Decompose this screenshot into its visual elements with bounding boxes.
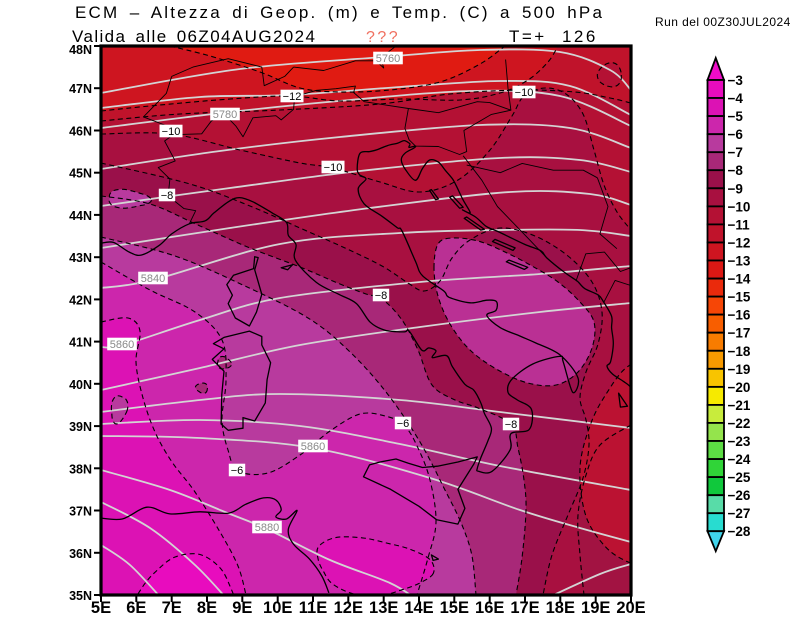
svg-text:−10: −10 bbox=[324, 162, 343, 174]
svg-text:5840: 5840 bbox=[141, 273, 165, 285]
svg-text:43N: 43N bbox=[69, 251, 92, 265]
svg-text:−20: −20 bbox=[728, 380, 751, 395]
svg-text:11E: 11E bbox=[299, 599, 327, 617]
svg-text:10E: 10E bbox=[263, 599, 292, 617]
svg-text:−10: −10 bbox=[162, 126, 181, 138]
svg-text:−13: −13 bbox=[728, 254, 751, 269]
svg-text:8E: 8E bbox=[197, 599, 217, 617]
svg-text:40N: 40N bbox=[69, 378, 92, 392]
svg-text:5880: 5880 bbox=[255, 522, 279, 534]
svg-text:5860: 5860 bbox=[301, 441, 325, 453]
svg-text:−8: −8 bbox=[728, 163, 744, 178]
svg-text:−9: −9 bbox=[728, 181, 743, 196]
svg-text:15E: 15E bbox=[440, 599, 469, 617]
svg-text:20E: 20E bbox=[616, 599, 645, 617]
svg-text:T=+ 126: T=+ 126 bbox=[509, 27, 598, 46]
svg-text:5E: 5E bbox=[91, 599, 111, 617]
svg-text:6E: 6E bbox=[126, 599, 146, 617]
svg-text:???: ??? bbox=[366, 29, 400, 46]
svg-text:−23: −23 bbox=[728, 434, 751, 449]
svg-text:−28: −28 bbox=[728, 524, 751, 539]
svg-text:−6: −6 bbox=[397, 418, 410, 430]
svg-text:−11: −11 bbox=[728, 217, 751, 232]
svg-text:−12: −12 bbox=[728, 236, 751, 251]
svg-text:38N: 38N bbox=[69, 462, 92, 476]
svg-text:48N: 48N bbox=[69, 43, 92, 57]
svg-text:45N: 45N bbox=[69, 167, 92, 181]
svg-text:−22: −22 bbox=[728, 416, 751, 431]
svg-text:−25: −25 bbox=[728, 470, 751, 485]
svg-text:−7: −7 bbox=[728, 145, 743, 160]
svg-text:−24: −24 bbox=[728, 452, 751, 467]
svg-text:42N: 42N bbox=[69, 293, 92, 307]
svg-text:36N: 36N bbox=[69, 547, 92, 561]
svg-text:−14: −14 bbox=[728, 272, 751, 287]
svg-text:−16: −16 bbox=[728, 308, 751, 323]
svg-text:−6: −6 bbox=[231, 465, 244, 477]
svg-text:−10: −10 bbox=[515, 87, 534, 99]
svg-text:−3: −3 bbox=[728, 73, 744, 88]
svg-text:−10: −10 bbox=[728, 199, 751, 214]
svg-text:5760: 5760 bbox=[376, 53, 400, 65]
svg-text:12E: 12E bbox=[334, 599, 363, 617]
svg-text:41N: 41N bbox=[69, 336, 92, 350]
svg-text:13E: 13E bbox=[369, 599, 398, 617]
svg-text:−26: −26 bbox=[728, 488, 751, 503]
svg-text:5780: 5780 bbox=[213, 109, 237, 121]
svg-text:9E: 9E bbox=[232, 599, 252, 617]
svg-text:−18: −18 bbox=[728, 344, 751, 359]
svg-text:−17: −17 bbox=[728, 326, 751, 341]
svg-text:−19: −19 bbox=[728, 362, 751, 377]
svg-text:19E: 19E bbox=[581, 599, 610, 617]
svg-text:47N: 47N bbox=[69, 82, 92, 96]
svg-text:−21: −21 bbox=[728, 398, 751, 413]
svg-text:−8: −8 bbox=[505, 419, 518, 431]
svg-text:ECM – Altezza di Geop. (m) e T: ECM – Altezza di Geop. (m) e Temp. (C) a… bbox=[75, 3, 604, 22]
svg-text:46N: 46N bbox=[69, 125, 92, 139]
svg-text:37N: 37N bbox=[69, 505, 92, 519]
svg-text:39N: 39N bbox=[69, 420, 92, 434]
svg-text:−8: −8 bbox=[161, 190, 174, 202]
svg-text:7E: 7E bbox=[162, 599, 182, 617]
svg-text:Valida alle 06Z04AUG2024: Valida alle 06Z04AUG2024 bbox=[72, 27, 316, 46]
svg-text:35N: 35N bbox=[69, 589, 92, 603]
svg-text:−8: −8 bbox=[375, 290, 388, 302]
svg-text:Run del 00Z30JUL2024: Run del 00Z30JUL2024 bbox=[655, 15, 791, 29]
svg-text:−12: −12 bbox=[283, 91, 302, 103]
svg-text:−27: −27 bbox=[728, 506, 751, 521]
svg-text:44N: 44N bbox=[69, 209, 92, 223]
svg-text:−5: −5 bbox=[728, 109, 744, 124]
svg-text:−15: −15 bbox=[728, 290, 751, 305]
svg-text:16E: 16E bbox=[475, 599, 504, 617]
svg-text:−6: −6 bbox=[728, 127, 744, 142]
svg-text:14E: 14E bbox=[404, 599, 433, 617]
svg-text:−4: −4 bbox=[728, 91, 744, 106]
svg-text:5860: 5860 bbox=[110, 339, 134, 351]
svg-text:17E: 17E bbox=[510, 599, 539, 617]
svg-text:18E: 18E bbox=[546, 599, 575, 617]
